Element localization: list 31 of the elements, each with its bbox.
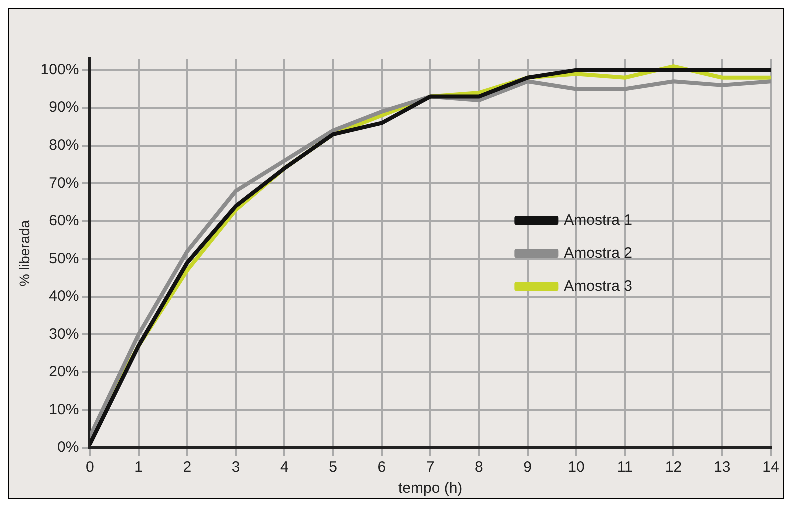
x-tick-label: 11 — [617, 459, 633, 476]
y-tick-label: 70% — [49, 174, 80, 192]
legend-label: Amostra 2 — [564, 244, 633, 262]
y-tick-label: 60% — [49, 212, 80, 230]
x-tick-label: 14 — [762, 459, 780, 476]
y-tick-label: 100% — [40, 61, 80, 78]
x-tick-label: 4 — [280, 459, 289, 476]
x-tick-label: 12 — [665, 459, 682, 476]
y-tick-label: 50% — [49, 250, 80, 268]
y-tick-label: 10% — [49, 401, 80, 418]
x-tick-label: 5 — [329, 459, 338, 476]
x-tick-label: 2 — [183, 459, 192, 476]
x-tick-label: 0 — [86, 459, 94, 476]
x-tick-label: 8 — [475, 459, 484, 476]
x-tick-label: 1 — [134, 459, 143, 476]
y-tick-label: 40% — [49, 288, 80, 306]
x-tick-label: 9 — [524, 459, 532, 476]
y-tick-label: 90% — [49, 99, 80, 116]
x-tick-label: 3 — [232, 459, 240, 476]
y-tick-label: 0% — [57, 439, 80, 456]
x-tick-label: 6 — [378, 459, 386, 476]
x-tick-label: 10 — [568, 459, 585, 476]
y-tick-label: 80% — [49, 137, 80, 154]
legend-label: Amostra 1 — [564, 212, 633, 229]
x-tick-label: 13 — [714, 459, 731, 476]
y-tick-label: 30% — [49, 326, 80, 343]
y-axis-title: % liberada — [16, 220, 32, 287]
legend-label: Amostra 3 — [564, 278, 633, 295]
x-tick-label: 7 — [426, 459, 435, 476]
x-axis-title: tempo (h) — [398, 480, 463, 498]
y-tick-label: 20% — [49, 364, 80, 381]
